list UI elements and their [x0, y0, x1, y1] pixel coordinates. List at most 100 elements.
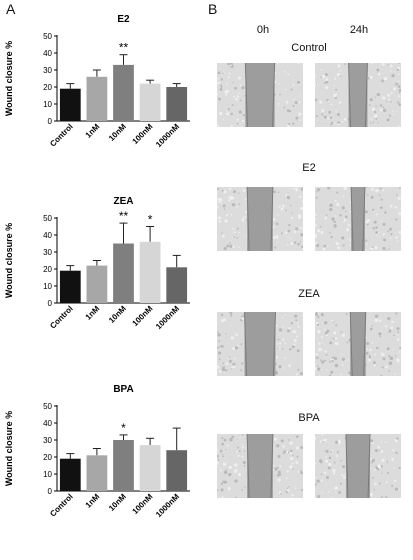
cell-speckle — [330, 235, 333, 239]
cell-speckle — [375, 105, 377, 107]
cell-speckle — [383, 76, 388, 81]
cell-speckle — [241, 444, 243, 446]
cell-speckle — [295, 373, 298, 376]
cell-speckle — [217, 81, 220, 85]
cell-speckle — [330, 123, 333, 126]
cell-speckle — [286, 195, 291, 200]
row-label-e2: E2 — [302, 162, 316, 174]
cell-speckle — [336, 113, 340, 117]
cell-speckle — [274, 371, 279, 375]
cell-speckle — [219, 345, 222, 348]
cell-speckle — [348, 371, 351, 375]
cell-speckle — [336, 73, 340, 77]
cell-speckle — [315, 462, 317, 465]
panel-b-micrographs: 0h 24h Control E2 ZEA BPA — [205, 0, 413, 550]
cell-speckle — [391, 457, 395, 461]
cell-speckle — [370, 195, 374, 199]
cell-speckle — [380, 496, 383, 498]
cell-speckle — [220, 345, 224, 348]
chart1-y-axis-label: Wound closure % — [4, 223, 14, 298]
cell-speckle — [220, 84, 223, 87]
cell-speckle — [378, 319, 382, 322]
cell-speckle — [333, 93, 337, 98]
cell-speckle — [284, 70, 286, 73]
cell-speckle — [217, 489, 219, 492]
cell-speckle — [277, 214, 280, 216]
cell-speckle — [290, 457, 294, 461]
cell-speckle — [236, 237, 238, 239]
cell-speckle — [288, 364, 291, 367]
cell-speckle — [392, 449, 394, 452]
cell-speckle — [328, 462, 331, 466]
chart0-y-tick-label: 10 — [43, 100, 52, 109]
cell-speckle — [316, 115, 318, 118]
cell-speckle — [295, 227, 299, 231]
cell-speckle — [241, 362, 244, 365]
cell-speckle — [336, 451, 339, 454]
cell-speckle — [377, 447, 380, 449]
cell-speckle — [298, 230, 301, 233]
cell-speckle — [293, 230, 297, 234]
cell-speckle — [329, 207, 333, 212]
cell-speckle — [367, 71, 369, 73]
cell-speckle — [286, 487, 289, 489]
cell-speckle — [321, 491, 323, 494]
wound-edge — [272, 63, 276, 127]
cell-speckle — [326, 369, 329, 371]
cell-speckle — [397, 80, 400, 82]
cell-speckle — [344, 360, 347, 362]
cell-speckle — [381, 472, 383, 475]
cell-speckle — [233, 357, 236, 360]
cell-speckle — [300, 187, 303, 191]
chart2-title: BPA — [113, 384, 133, 395]
cell-speckle — [227, 63, 230, 66]
cell-speckle — [325, 459, 329, 463]
cell-speckle — [381, 366, 384, 369]
cell-speckle — [316, 365, 319, 367]
chart2-bar-100nm — [139, 445, 161, 491]
chart0-x-tick-label: Control — [48, 122, 74, 148]
cell-speckle — [315, 196, 318, 199]
cell-speckle — [298, 112, 302, 116]
cell-speckle — [337, 440, 342, 444]
cell-speckle — [382, 233, 386, 236]
cell-speckle — [236, 450, 238, 453]
cell-speckle — [241, 446, 244, 449]
cell-speckle — [286, 488, 290, 492]
cell-speckle — [370, 188, 374, 191]
cell-speckle — [232, 365, 236, 369]
cell-speckle — [325, 331, 328, 335]
cell-speckle — [321, 335, 324, 338]
cell-speckle — [371, 107, 376, 111]
cell-speckle — [292, 188, 295, 190]
cell-speckle — [223, 247, 227, 251]
cell-speckle — [296, 321, 299, 324]
cell-speckle — [369, 492, 373, 497]
chart1-bar-1nm — [86, 265, 108, 303]
cell-speckle — [398, 125, 400, 127]
cell-speckle — [222, 462, 227, 466]
cell-speckle — [274, 467, 278, 471]
wound-edge — [246, 187, 250, 251]
cell-speckle — [284, 314, 286, 316]
cell-speckle — [342, 219, 344, 221]
cell-speckle — [235, 333, 238, 336]
row-label-zea: ZEA — [298, 288, 320, 300]
cell-speckle — [286, 329, 290, 333]
cell-speckle — [374, 318, 378, 323]
cell-speckle — [341, 333, 346, 337]
cell-speckle — [339, 214, 342, 217]
cell-speckle — [277, 470, 281, 474]
chart2-y-tick-label: 10 — [43, 470, 52, 479]
cell-speckle — [233, 236, 235, 238]
cell-speckle — [331, 217, 335, 221]
cell-speckle — [230, 124, 233, 127]
cell-speckle — [225, 83, 228, 85]
cell-speckle — [366, 243, 368, 245]
cell-speckle — [223, 190, 227, 194]
cell-speckle — [320, 231, 324, 235]
cell-speckle — [397, 85, 401, 88]
cell-speckle — [316, 479, 320, 483]
chart2-bar-1nm — [86, 455, 108, 491]
cell-speckle — [341, 357, 346, 361]
